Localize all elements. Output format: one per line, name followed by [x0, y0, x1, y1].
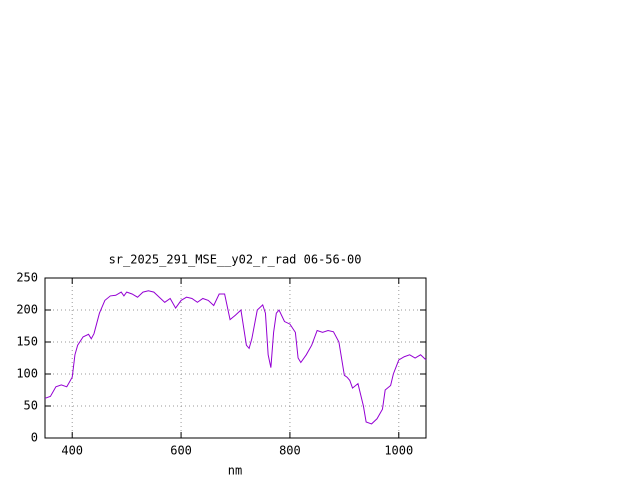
y-tick-label: 250: [16, 271, 38, 285]
y-tick-label: 150: [16, 335, 38, 349]
x-tick-label: 800: [279, 444, 301, 458]
chart-title: sr_2025_291_MSE__y02_r_rad 06-56-00: [109, 253, 362, 267]
x-axis-label: nm: [228, 464, 242, 478]
y-tick-label: 0: [31, 431, 38, 445]
x-tick-label: 400: [61, 444, 83, 458]
x-tick-label: 600: [170, 444, 192, 458]
data-line: [44, 290, 427, 425]
x-tick-label: 1000: [384, 444, 413, 458]
y-tick-label: 200: [16, 303, 38, 317]
plot-border: [44, 277, 427, 439]
y-tick-label: 100: [16, 367, 38, 381]
y-tick-label: 50: [24, 399, 38, 413]
